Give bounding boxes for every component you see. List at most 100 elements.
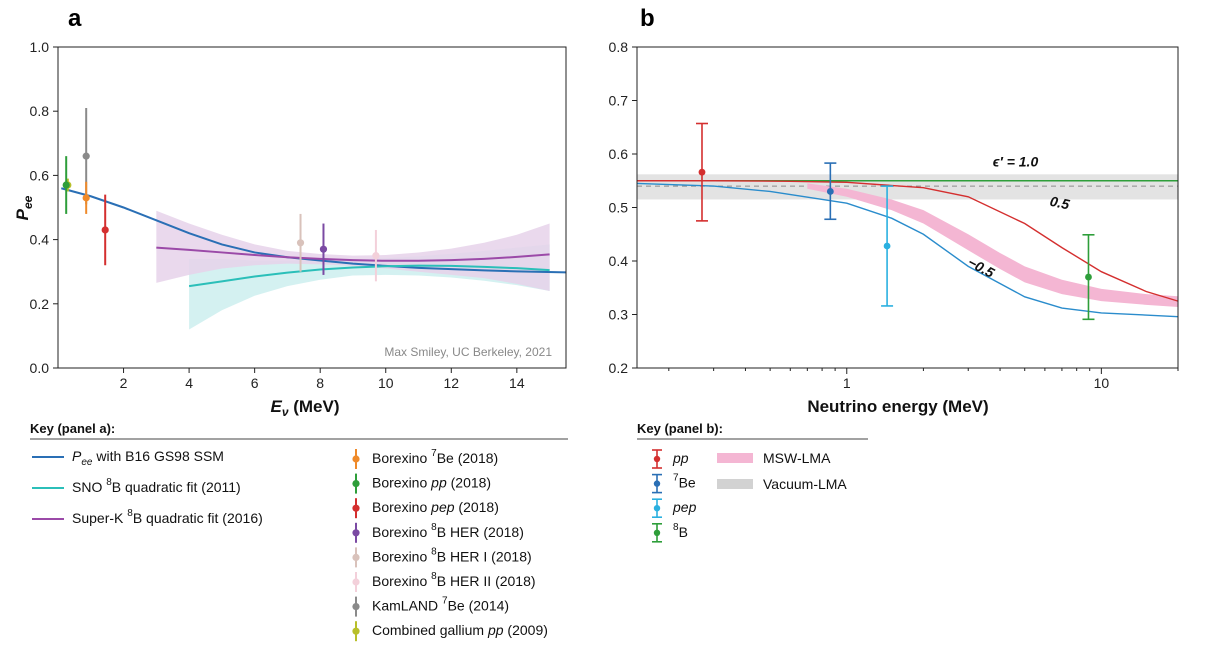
panel-a-label: a (68, 5, 82, 32)
key-swatch-band (717, 453, 753, 463)
panel-b-curves (636, 180, 1179, 318)
key-swatch-marker (653, 480, 661, 487)
key-swatch-marker (352, 627, 360, 635)
panel-a-x-label: Eν (MeV) (270, 397, 339, 419)
key-b-title: Key (panel b): (637, 421, 723, 436)
y-tick-label: 0.0 (30, 360, 50, 376)
key-label: pep (672, 499, 697, 515)
x-tick-label: 10 (378, 375, 394, 391)
key-swatch-marker (352, 480, 360, 488)
y-tick-label: 0.5 (609, 200, 629, 216)
bxher-point (319, 223, 328, 275)
credit-text: Max Smiley, UC Berkeley, 2021 (384, 345, 552, 359)
key-a-point-item: KamLAND 7Be (2014) (352, 596, 509, 617)
key-a-point-item: Borexino 8B HER I (2018) (352, 546, 532, 568)
bxpp-point (62, 156, 70, 214)
key-label: MSW-LMA (763, 450, 831, 466)
key-label: pp (672, 450, 689, 466)
bxpp-marker (62, 181, 70, 189)
key-b-band-item: MSW-LMA (717, 450, 831, 466)
bx7be-point (82, 181, 90, 214)
key-swatch-marker (352, 529, 360, 537)
x-tick-label: 2 (120, 375, 128, 391)
key-a-point-item: Borexino 8B HER II (2018) (352, 571, 536, 592)
key-swatch-band (717, 479, 753, 489)
be7-marker (826, 188, 834, 195)
sno-curve (188, 264, 550, 288)
panel-a: a 2 4 6 8 10 12 14 0.0 0.2 0.4 0.6 0.8 1.0 Max Smil… (13, 5, 567, 419)
key-swatch-marker (352, 455, 360, 463)
x-tick-label: 8 (316, 375, 324, 391)
pep-marker (883, 242, 891, 250)
panel-a-y-label: Pee (13, 195, 35, 220)
key-a-point-item: Borexino pep (2018) (352, 498, 499, 519)
key-label: Borexino pep (2018) (372, 499, 499, 515)
key-b-point-entries: pp 7Be pep 8B (652, 449, 697, 543)
x-tick-label: 4 (185, 375, 193, 391)
superk-curve (156, 246, 550, 262)
panel-b-x-ticks: 1 10 (668, 368, 1179, 391)
b8-point (1082, 233, 1095, 321)
panel-b-points (695, 122, 1095, 321)
key-b-point-item: 8B (652, 522, 688, 543)
y-tick-label: 0.2 (609, 360, 629, 376)
pp-point (695, 122, 708, 222)
key-a-line-entries: Pee with B16 GS98 SSM SNO 8B quadratic fi… (32, 448, 263, 526)
curve-annotation: ϵ′ = 1.0 (993, 153, 1039, 169)
key-a-point-item: Combined gallium pp (2009) (352, 621, 548, 642)
key-label: Borexino pp (2018) (372, 475, 491, 491)
bxher2-marker (372, 252, 380, 260)
y-tick-label: 0.6 (609, 146, 629, 162)
key-panel-a: Key (panel a): Pee with B16 GS98 SSM SNO … (30, 421, 568, 642)
key-label: Borexino 7Be (2018) (372, 448, 498, 466)
panel-b-annotations: ϵ′ = 1.00.5−0.5 (965, 153, 1071, 281)
panel-a-x-ticks: 2 4 6 8 10 12 14 (120, 368, 525, 391)
y-tick-label: 1.0 (30, 39, 50, 55)
bxher1-point (296, 213, 305, 272)
key-a-line-item: SNO 8B quadratic fit (2011) (32, 477, 241, 495)
pp-marker (698, 168, 706, 176)
key-a-point-item: Borexino 7Be (2018) (352, 448, 498, 469)
curve-annotation: 0.5 (1049, 193, 1072, 213)
key-b-point-item: pep (652, 498, 697, 519)
key-label: Pee with B16 GS98 SSM (72, 448, 224, 468)
y-tick-label: 0.2 (30, 296, 50, 312)
key-a-line-item: Pee with B16 GS98 SSM (32, 448, 224, 468)
key-label: SNO 8B quadratic fit (2011) (72, 477, 241, 495)
key-swatch-marker (352, 504, 360, 512)
b8-marker (1085, 273, 1092, 281)
key-b-band-item: Vacuum-LMA (717, 476, 847, 492)
key-swatch-marker (352, 603, 360, 611)
y-tick-label: 0.4 (30, 232, 50, 248)
key-a-point-item: Borexino pp (2018) (352, 473, 491, 494)
x-tick-label: 1 (843, 375, 851, 391)
panel-a-curves (61, 187, 567, 288)
y-tick-label: 0.4 (609, 253, 629, 269)
x-tick-label: 14 (509, 375, 525, 391)
msw-lma-band (807, 183, 1178, 308)
y-tick-label: 0.8 (30, 103, 50, 119)
y-tick-label: 0.7 (609, 93, 629, 109)
kam-marker (82, 152, 90, 160)
bxpep-marker (101, 226, 109, 234)
key-a-point-entries: Borexino 7Be (2018) Borexino pp (2018) Bor… (352, 448, 548, 642)
key-label: Borexino 8B HER II (2018) (372, 571, 536, 589)
pep-point (881, 185, 894, 307)
key-swatch-marker (653, 455, 661, 463)
key-label: Combined gallium pp (2009) (372, 622, 548, 638)
panel-b-x-label: Neutrino energy (MeV) (807, 397, 988, 416)
panel-a-points (62, 107, 380, 282)
x-tick-label: 10 (1094, 375, 1110, 391)
bxher2-point (372, 229, 380, 282)
key-swatch-marker (653, 529, 661, 536)
panel-a-frame (57, 46, 567, 369)
panel-b-y-ticks: 0.2 0.3 0.4 0.5 0.6 0.7 0.8 (609, 39, 637, 376)
key-label: KamLAND 7Be (2014) (372, 596, 509, 614)
key-b-point-item: 7Be (652, 473, 696, 494)
bxher-marker (319, 245, 328, 253)
key-a-point-item: Borexino 8B HER (2018) (352, 522, 524, 543)
panel-a-y-ticks: 0.0 0.2 0.4 0.6 0.8 1.0 (30, 39, 58, 376)
epsm05-curve (636, 182, 1179, 318)
key-b-point-item: pp (652, 449, 689, 469)
